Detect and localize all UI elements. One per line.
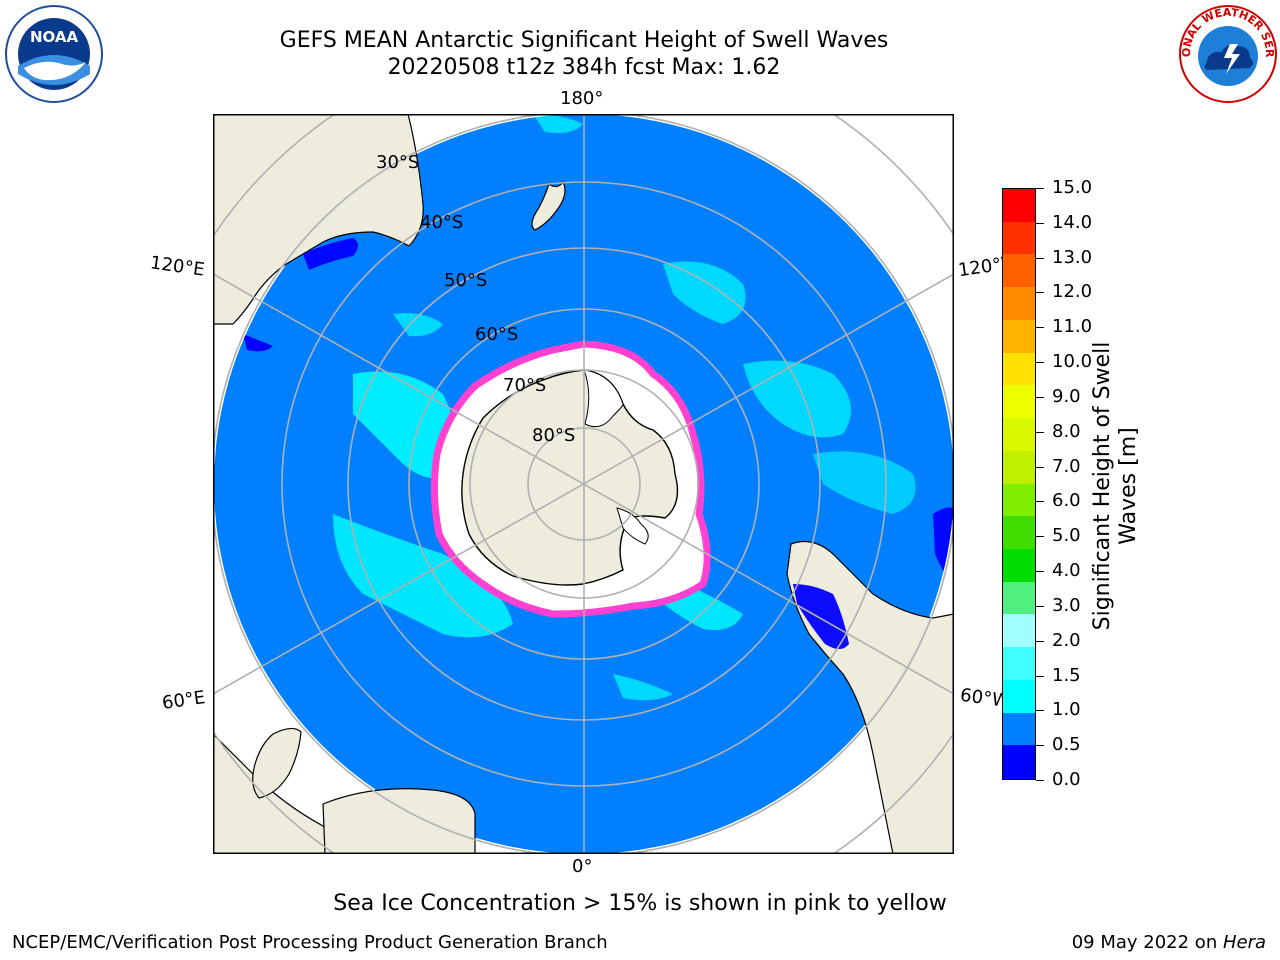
- colorbar-tick: [1036, 536, 1044, 538]
- colorbar-tick-label: 4.0: [1052, 560, 1081, 582]
- credit-date: 09 May 2022 on: [1071, 932, 1223, 953]
- colorbar-title-line2: Waves [m]: [1116, 427, 1141, 545]
- colorbar-tick-label: 7.0: [1052, 455, 1081, 477]
- colorbar-tick: [1036, 396, 1044, 398]
- sea-ice-note: Sea Ice Concentration > 15% is shown in …: [0, 891, 1280, 916]
- sea-ice-note-text: Sea Ice Concentration > 15% is shown in …: [333, 891, 947, 916]
- colorbar-tick: [1036, 745, 1044, 747]
- colorbar-tick: [1036, 571, 1044, 573]
- colorbar-tick-label: 13.0: [1052, 246, 1093, 268]
- colorbar-tick: [1036, 222, 1044, 224]
- noaa-logo: NOAA: [4, 4, 104, 104]
- lat-label-80s: 80°S: [532, 425, 576, 446]
- colorbar-segment: [1003, 450, 1035, 485]
- colorbar-tick-label: 1.5: [1052, 664, 1081, 686]
- colorbar-tick: [1036, 257, 1044, 259]
- national-weather-service-logo: NATIONAL WEATHER SERVICE: [1173, 0, 1278, 104]
- lat-label-30s: 30°S: [376, 152, 420, 173]
- colorbar-tick-label: 10.0: [1052, 351, 1093, 373]
- colorbar-segment: [1003, 581, 1035, 615]
- colorbar-tick-label: 6.0: [1052, 490, 1081, 512]
- colorbar-tick-label: 11.0: [1052, 316, 1093, 338]
- colorbar-segment: [1003, 548, 1035, 583]
- colorbar-tick-label: 0.0: [1052, 769, 1081, 790]
- colorbar-tick: [1036, 327, 1044, 329]
- noaa-logo-text: NOAA: [30, 28, 79, 46]
- chart-title: GEFS MEAN Antarctic Significant Height o…: [279, 28, 889, 53]
- colorbar-segment: [1003, 614, 1035, 648]
- colorbar-segment: [1003, 516, 1035, 550]
- ross-ice-shelf: [583, 369, 624, 428]
- credit-left: NCEP/EMC/Verification Post Processing Pr…: [12, 932, 608, 953]
- lon-label-180: 180°: [560, 88, 604, 109]
- credit-right: 09 May 2022 on Hera: [1072, 932, 1266, 953]
- colorbar-tick: [1036, 431, 1044, 433]
- colorbar-tick: [1036, 605, 1044, 607]
- colorbar-tick: [1036, 188, 1044, 189]
- colorbar-tick: [1036, 501, 1044, 503]
- colorbar-segment: [1003, 319, 1035, 354]
- colorbar-segment: [1003, 745, 1035, 779]
- lat-label-60s: 60°S: [475, 324, 519, 345]
- colorbar-tick-label: 2.0: [1052, 629, 1081, 651]
- lon-label-0: 0°: [572, 856, 593, 877]
- lon-label-120e: 120°E: [148, 252, 206, 281]
- colorbar-tick: [1036, 292, 1044, 294]
- colorbar-segment: [1003, 712, 1035, 746]
- madagascar-land: [252, 727, 302, 799]
- colorbar-tick: [1036, 780, 1044, 781]
- colorbar: [1002, 188, 1036, 780]
- colorbar-tick-label: 8.0: [1052, 420, 1081, 442]
- credit-host: Hera: [1222, 932, 1266, 953]
- colorbar-tick-label: 9.0: [1052, 385, 1081, 407]
- colorbar-tick-label: 14.0: [1052, 211, 1093, 233]
- colorbar-segment: [1003, 352, 1035, 386]
- colorbar-tick: [1036, 675, 1044, 677]
- antarctica-land: [461, 369, 679, 586]
- colorbar-tick: [1036, 362, 1044, 364]
- colorbar-tick: [1036, 710, 1044, 712]
- colorbar-segment: [1003, 254, 1035, 288]
- polar-map: [213, 114, 954, 854]
- colorbar-tick-label: 15.0: [1052, 177, 1093, 198]
- chart-subtitle: 20220508 t12z 384h fcst Max: 1.62: [387, 55, 781, 80]
- lat-label-40s: 40°S: [420, 212, 464, 233]
- colorbar-tick-label: 1.0: [1052, 699, 1081, 721]
- colorbar-title-line1: Significant Height of Swell: [1090, 341, 1115, 631]
- colorbar-segment: [1003, 679, 1035, 714]
- colorbar-segment: [1003, 287, 1035, 321]
- colorbar-segment: [1003, 189, 1035, 223]
- colorbar-tick: [1036, 640, 1044, 642]
- graticule: [213, 114, 954, 854]
- colorbar-tick-label: 12.0: [1052, 281, 1093, 303]
- colorbar-segment: [1003, 221, 1035, 256]
- colorbar-tick-label: 3.0: [1052, 594, 1081, 616]
- colorbar-tick: [1036, 466, 1044, 468]
- colorbar-segment: [1003, 647, 1035, 681]
- colorbar-segment: [1003, 483, 1035, 517]
- colorbar-segment: [1003, 418, 1035, 452]
- colorbar-title: Significant Height of Swell Waves [m]: [1090, 342, 1142, 631]
- lon-label-60e: 60°E: [160, 687, 207, 714]
- colorbar-tick-label: 0.5: [1052, 734, 1081, 756]
- lat-label-50s: 50°S: [444, 270, 488, 291]
- colorbar-tick-label: 5.0: [1052, 525, 1081, 547]
- lat-label-70s: 70°S: [503, 375, 547, 396]
- colorbar-segment: [1003, 385, 1035, 419]
